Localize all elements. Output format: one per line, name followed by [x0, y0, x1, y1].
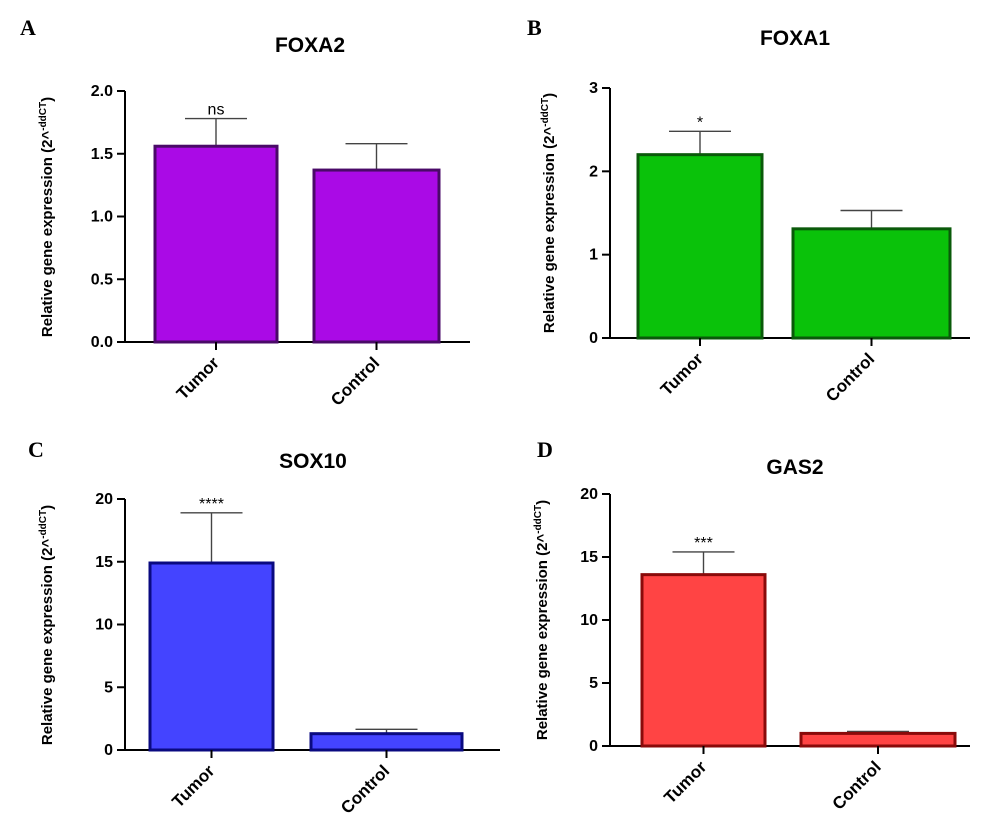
panel-letter: B [527, 15, 542, 40]
y-tick-label: 2 [589, 163, 598, 180]
x-category-label-control: Control [829, 757, 885, 813]
chart-panel-d: D GAS2 Relative gene expression (2^-ddCT) 0… [533, 437, 970, 814]
chart-title: FOXA2 [275, 34, 345, 57]
y-tick-label: 1.0 [91, 209, 113, 226]
y-tick-label: 15 [580, 549, 598, 566]
y-tick-label: 0 [104, 742, 113, 759]
x-category-label-tumor: Tumor [168, 761, 218, 811]
panel-letter: A [20, 15, 36, 40]
chart-panel-a: A FOXA2 Relative gene expression (2^-ddCT)… [20, 15, 470, 410]
bar-control [791, 227, 952, 340]
y-tick-label: 20 [580, 486, 598, 503]
y-tick-label: 2.0 [91, 83, 113, 100]
y-tick-label: 1 [589, 247, 598, 264]
chart-title: SOX10 [279, 450, 347, 473]
bar-control [799, 731, 957, 748]
x-category-label-control: Control [327, 353, 383, 409]
y-tick-label: 0.0 [91, 334, 113, 351]
bar-control [309, 732, 464, 752]
y-tick-label: 15 [95, 554, 113, 571]
panel-letter: C [28, 437, 44, 462]
significance-label-tumor: * [697, 114, 703, 131]
x-category-label-tumor: Tumor [657, 349, 707, 399]
y-tick-label: 5 [104, 679, 113, 696]
y-tick-label: 20 [95, 491, 113, 508]
y-axis-label: Relative gene expression (2^-ddCT) [540, 93, 558, 333]
bar-tumor [636, 153, 764, 340]
y-tick-label: 0.5 [91, 271, 113, 288]
significance-label-tumor: *** [694, 535, 713, 552]
x-category-label-tumor: Tumor [660, 757, 710, 807]
chart-title: FOXA1 [760, 27, 830, 50]
y-tick-label: 0 [589, 738, 598, 755]
x-category-label-tumor: Tumor [173, 353, 223, 403]
x-category-label-control: Control [822, 349, 878, 405]
chart-title: GAS2 [766, 456, 823, 479]
chart-panel-c: C SOX10 Relative gene expression (2^-ddCT)… [28, 437, 500, 818]
bar-tumor [640, 573, 767, 748]
y-tick-label: 3 [589, 80, 598, 97]
y-axis-label: Relative gene expression (2^-ddCT) [38, 505, 56, 745]
y-tick-label: 0 [589, 330, 598, 347]
significance-label-tumor: **** [199, 496, 224, 513]
x-category-label-control: Control [337, 761, 393, 817]
y-tick-label: 1.5 [91, 146, 113, 163]
y-tick-label: 5 [589, 675, 598, 692]
y-tick-label: 10 [580, 612, 598, 629]
y-axis-label: Relative gene expression (2^-ddCT) [38, 97, 56, 337]
y-axis-label: Relative gene expression (2^-ddCT) [533, 500, 551, 740]
panel-letter: D [537, 437, 553, 462]
bar-tumor [148, 561, 275, 752]
bar-tumor [153, 144, 279, 344]
bar-control [312, 168, 441, 344]
chart-panel-b: B FOXA1 Relative gene expression (2^-ddCT)… [527, 15, 970, 406]
significance-label-tumor: ns [208, 102, 225, 119]
y-tick-label: 10 [95, 617, 113, 634]
